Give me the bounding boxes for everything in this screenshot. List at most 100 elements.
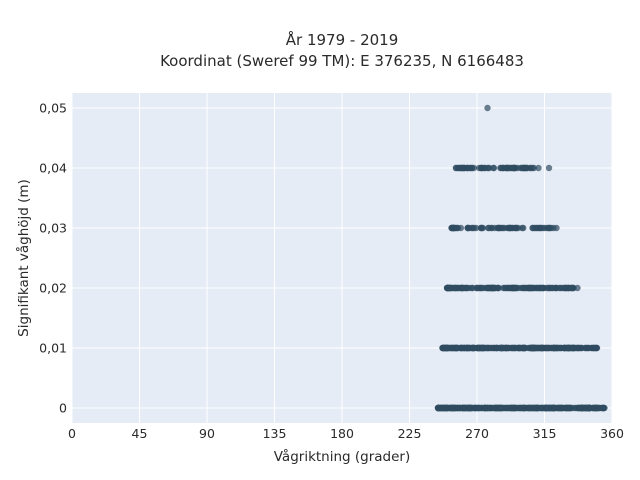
y-tick-labels: 0 0,01 0,02 0,03 0,04 0,05	[39, 101, 67, 416]
data-point	[504, 164, 512, 172]
data-point	[511, 344, 518, 352]
data-point	[498, 224, 505, 232]
data-point	[485, 284, 493, 292]
data-point	[456, 404, 464, 412]
x-gridlines	[71, 93, 613, 423]
outlier-point	[553, 224, 560, 232]
data-points	[434, 104, 608, 412]
data-point	[550, 344, 557, 352]
data-point	[439, 344, 446, 352]
data-point	[558, 404, 565, 412]
data-point	[464, 164, 471, 172]
data-point	[569, 344, 577, 352]
data-point	[574, 344, 581, 352]
data-point	[549, 284, 557, 292]
data-point	[535, 404, 543, 412]
data-point	[452, 344, 460, 352]
y-axis-label: Signifikant våghöjd (m)	[15, 179, 32, 337]
data-point	[534, 344, 541, 352]
data-point	[506, 224, 513, 232]
band-3	[448, 224, 557, 232]
data-point	[508, 404, 516, 412]
y-tick-label: 0,03	[39, 221, 67, 236]
data-point	[594, 404, 601, 412]
data-point	[470, 224, 478, 232]
x-tick-label: 90	[199, 426, 215, 441]
y-tick-label: 0,05	[39, 101, 67, 116]
data-point	[451, 224, 459, 232]
data-point	[506, 284, 514, 292]
band-2	[443, 284, 581, 292]
data-point	[498, 404, 505, 412]
data-point	[480, 404, 487, 412]
data-point	[458, 164, 465, 172]
data-point	[443, 404, 451, 412]
data-point	[453, 284, 460, 292]
data-point	[481, 164, 489, 172]
data-point	[490, 404, 498, 412]
data-point	[497, 164, 505, 172]
data-point	[472, 404, 480, 412]
data-point	[452, 164, 460, 172]
chart-title: År 1979 - 2019	[286, 30, 399, 49]
data-point	[462, 284, 469, 292]
data-point	[518, 224, 526, 232]
data-point	[460, 344, 468, 352]
x-tick-label: 270	[465, 426, 489, 441]
data-point	[560, 284, 567, 292]
data-point	[457, 224, 465, 232]
data-point	[504, 404, 511, 412]
x-axis-label: Vågriktning (grader)	[274, 448, 411, 465]
band-4	[452, 164, 542, 172]
band-1	[439, 344, 601, 352]
data-point	[473, 284, 480, 292]
data-point	[449, 404, 457, 412]
outlier-point	[484, 104, 491, 112]
x-tick-label: 0	[68, 426, 76, 441]
x-tick-label: 360	[600, 426, 624, 441]
data-point	[538, 344, 545, 352]
x-tick-label: 135	[263, 426, 287, 441]
data-point	[545, 224, 552, 232]
data-point	[487, 344, 494, 352]
data-point	[517, 404, 525, 412]
y-tick-label: 0,01	[39, 341, 67, 356]
data-point	[474, 344, 482, 352]
data-point	[583, 404, 591, 412]
data-point	[510, 164, 517, 172]
data-point	[550, 404, 557, 412]
data-point	[495, 284, 502, 292]
x-tick-label: 180	[330, 426, 354, 441]
data-point	[502, 284, 509, 292]
data-point	[564, 404, 571, 412]
data-point	[503, 344, 510, 352]
data-point	[446, 284, 453, 292]
data-point	[485, 224, 493, 232]
x-tick-label: 315	[533, 426, 557, 441]
x-tick-label: 225	[398, 426, 422, 441]
chart-subtitle: Koordinat (Sweref 99 TM): E 376235, N 61…	[160, 52, 524, 70]
data-point	[593, 344, 600, 352]
data-point	[465, 404, 472, 412]
data-point	[525, 284, 533, 292]
data-point	[517, 164, 524, 172]
y-tick-label: 0	[59, 401, 67, 416]
data-point	[568, 284, 575, 292]
data-point	[576, 404, 584, 412]
data-point	[490, 164, 498, 172]
x-tick-labels: 0 45 90 135 180 225 270 315 360	[68, 426, 624, 441]
y-tick-label: 0,02	[39, 281, 67, 296]
data-point	[535, 164, 542, 172]
data-point	[529, 224, 536, 232]
data-point	[536, 284, 543, 292]
data-point	[523, 164, 530, 172]
data-point	[498, 344, 506, 352]
data-point	[535, 224, 543, 232]
data-point	[527, 404, 535, 412]
band-0	[434, 404, 608, 412]
data-point	[470, 344, 477, 352]
data-point	[513, 284, 520, 292]
y-tick-label: 0,04	[39, 161, 67, 176]
outlier-point	[545, 164, 553, 172]
